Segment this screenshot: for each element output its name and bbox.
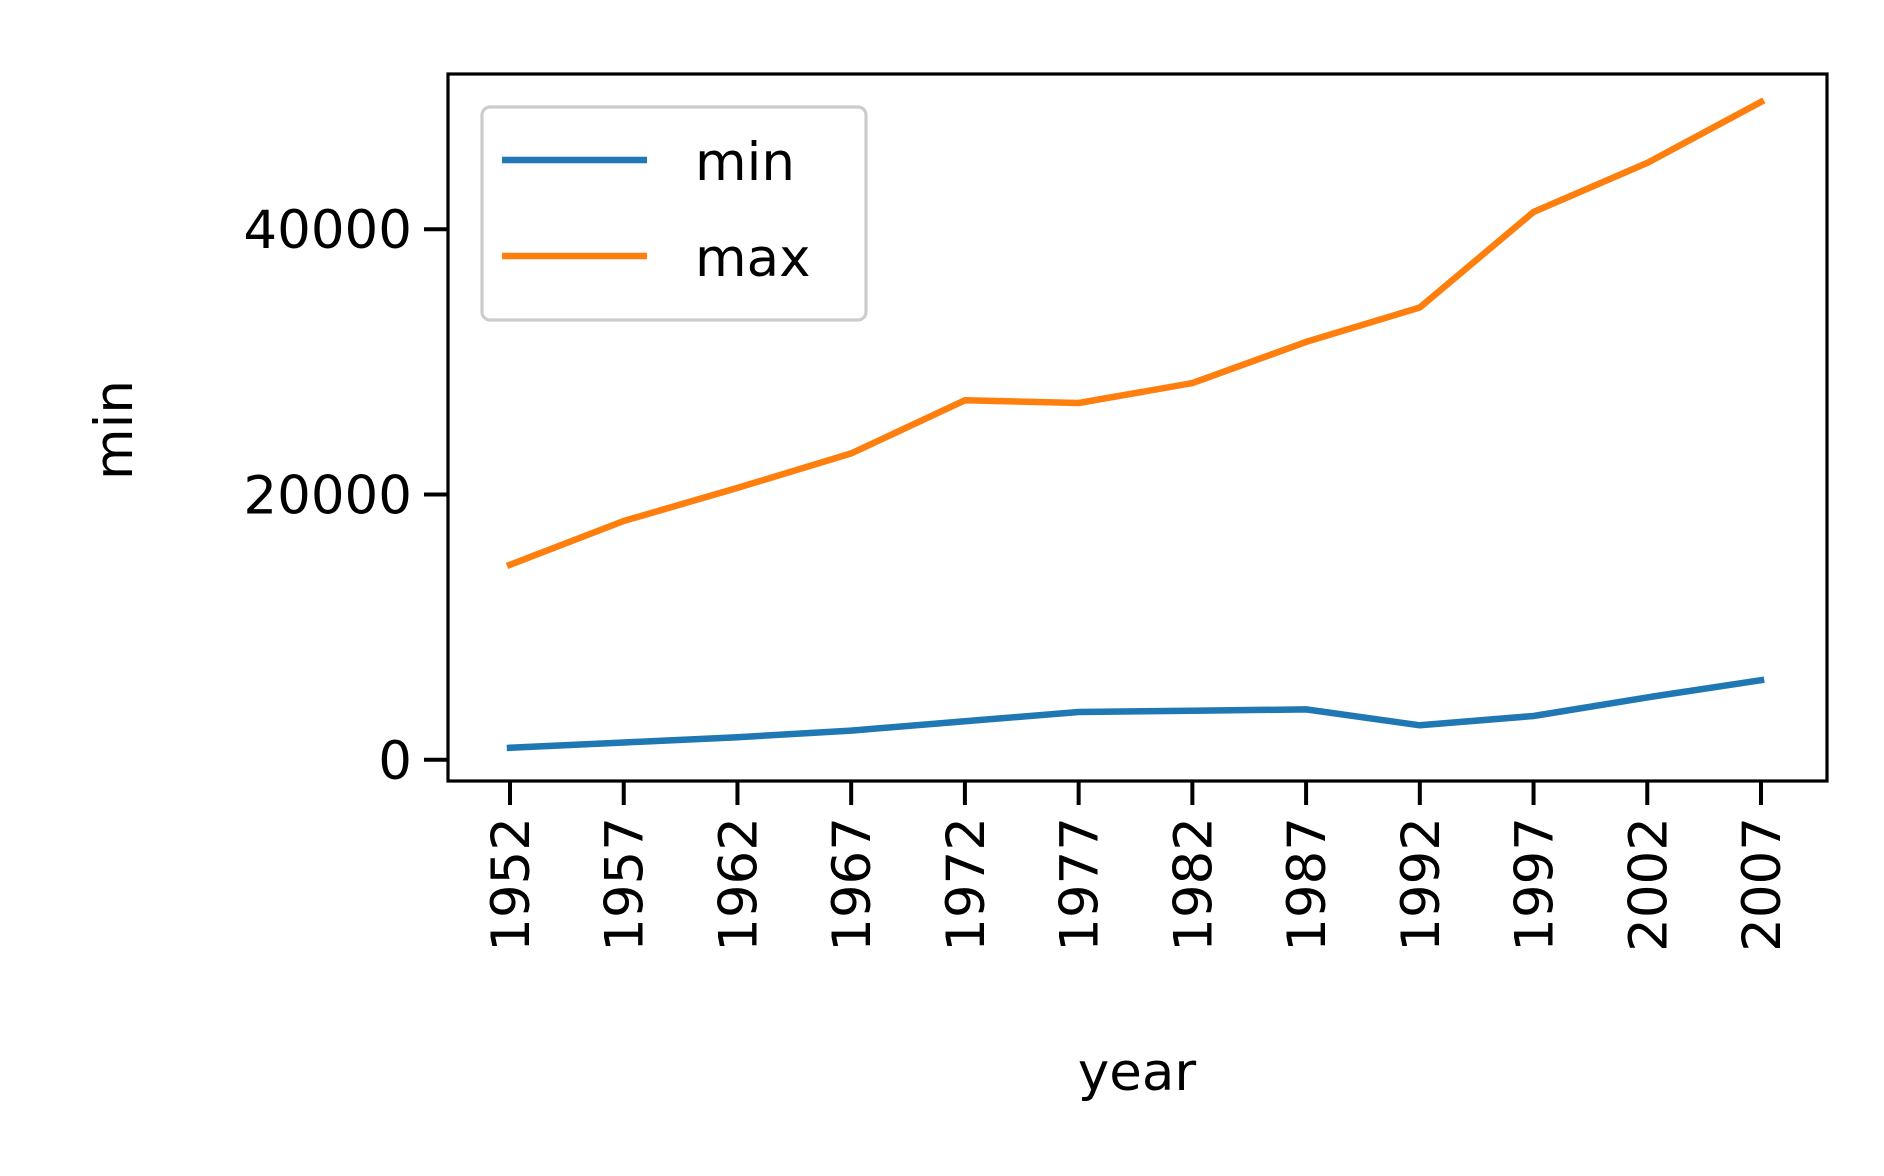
plot-frame — [446, 72, 1829, 783]
x-tick-label: 1982 — [1163, 817, 1224, 952]
legend-label-max: max — [695, 228, 810, 289]
x-tick-label: 1972 — [936, 817, 997, 952]
x-tick-label: 1967 — [822, 817, 883, 952]
x-tick-label: 1962 — [708, 817, 769, 952]
legend-label-min: min — [695, 132, 795, 193]
x-axis-ticks: 1952 1957 1962 1967 1972 1977 1982 1987 1992 1997… — [481, 781, 1793, 952]
x-tick-label: 2002 — [1618, 817, 1679, 952]
series-layer — [505, 97, 1766, 752]
y-tick-label: 40000 — [243, 200, 412, 261]
x-tick-label: 2007 — [1732, 817, 1793, 952]
legend: min max — [480, 105, 868, 322]
y-tick-label: 20000 — [243, 465, 412, 526]
x-tick-label: 1992 — [1391, 817, 1452, 952]
series-line-min — [506, 676, 1765, 752]
x-tick-label: 1977 — [1050, 817, 1111, 952]
x-tick-label: 1987 — [1277, 817, 1338, 952]
x-axis-label: year — [1078, 1042, 1196, 1103]
x-tick-label: 1997 — [1505, 817, 1566, 952]
x-tick-label: 1952 — [481, 817, 542, 952]
y-tick-label: 0 — [378, 731, 412, 792]
x-tick-label: 1957 — [595, 817, 656, 952]
y-axis-label: min — [84, 380, 145, 480]
y-axis-ticks: 0 20000 40000 — [243, 200, 448, 792]
series-line-max — [505, 97, 1766, 570]
